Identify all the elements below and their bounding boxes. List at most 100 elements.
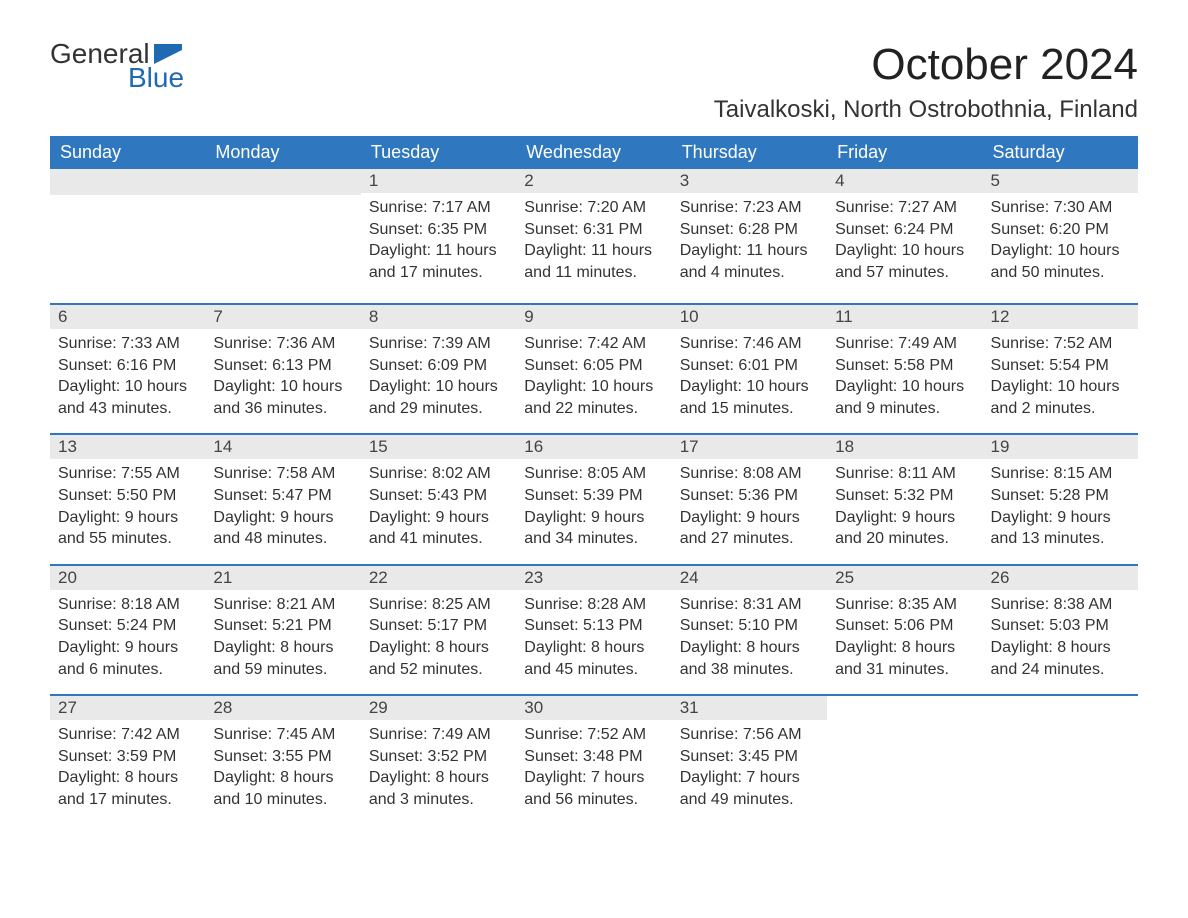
day-number: 26 [983, 566, 1138, 590]
sunrise-text: Sunrise: 8:25 AM [369, 594, 508, 616]
sunrise-text: Sunrise: 7:45 AM [213, 724, 352, 746]
day-number: 31 [672, 696, 827, 720]
sunset-text: Sunset: 5:47 PM [213, 485, 352, 507]
day-cell: 9Sunrise: 7:42 AMSunset: 6:05 PMDaylight… [516, 305, 671, 433]
day-number: 10 [672, 305, 827, 329]
sunrise-text: Sunrise: 8:02 AM [369, 463, 508, 485]
day-number: 16 [516, 435, 671, 459]
day-content: Sunrise: 7:46 AMSunset: 6:01 PMDaylight:… [672, 329, 827, 433]
month-title: October 2024 [714, 40, 1138, 90]
daylight-text: Daylight: 10 hours and 2 minutes. [991, 376, 1130, 419]
sunset-text: Sunset: 5:28 PM [991, 485, 1130, 507]
sunrise-text: Sunrise: 7:30 AM [991, 197, 1130, 219]
day-cell: 5Sunrise: 7:30 AMSunset: 6:20 PMDaylight… [983, 169, 1138, 303]
day-number: 29 [361, 696, 516, 720]
daylight-text: Daylight: 8 hours and 38 minutes. [680, 637, 819, 680]
day-cell: 6Sunrise: 7:33 AMSunset: 6:16 PMDaylight… [50, 305, 205, 433]
sunset-text: Sunset: 5:03 PM [991, 615, 1130, 637]
sunset-text: Sunset: 3:48 PM [524, 746, 663, 768]
day-cell: 23Sunrise: 8:28 AMSunset: 5:13 PMDayligh… [516, 566, 671, 694]
sunset-text: Sunset: 3:52 PM [369, 746, 508, 768]
sunrise-text: Sunrise: 7:27 AM [835, 197, 974, 219]
day-number: 25 [827, 566, 982, 590]
week-row: 1Sunrise: 7:17 AMSunset: 6:35 PMDaylight… [50, 169, 1138, 303]
week-row: 13Sunrise: 7:55 AMSunset: 5:50 PMDayligh… [50, 433, 1138, 563]
day-cell: 24Sunrise: 8:31 AMSunset: 5:10 PMDayligh… [672, 566, 827, 694]
sunset-text: Sunset: 5:39 PM [524, 485, 663, 507]
daylight-text: Daylight: 8 hours and 45 minutes. [524, 637, 663, 680]
day-content: Sunrise: 7:30 AMSunset: 6:20 PMDaylight:… [983, 193, 1138, 297]
day-content: Sunrise: 7:33 AMSunset: 6:16 PMDaylight:… [50, 329, 205, 433]
day-content: Sunrise: 7:42 AMSunset: 6:05 PMDaylight:… [516, 329, 671, 433]
day-content: Sunrise: 7:36 AMSunset: 6:13 PMDaylight:… [205, 329, 360, 433]
day-number: 8 [361, 305, 516, 329]
day-content: Sunrise: 7:49 AMSunset: 3:52 PMDaylight:… [361, 720, 516, 824]
daylight-text: Daylight: 9 hours and 20 minutes. [835, 507, 974, 550]
sunrise-text: Sunrise: 8:05 AM [524, 463, 663, 485]
day-number: 5 [983, 169, 1138, 193]
sunrise-text: Sunrise: 8:11 AM [835, 463, 974, 485]
logo-blue-text: Blue [128, 64, 184, 92]
sunset-text: Sunset: 5:43 PM [369, 485, 508, 507]
day-number: 13 [50, 435, 205, 459]
day-number: 9 [516, 305, 671, 329]
sunset-text: Sunset: 3:45 PM [680, 746, 819, 768]
sunrise-text: Sunrise: 8:38 AM [991, 594, 1130, 616]
day-content: Sunrise: 8:25 AMSunset: 5:17 PMDaylight:… [361, 590, 516, 694]
day-cell: 8Sunrise: 7:39 AMSunset: 6:09 PMDaylight… [361, 305, 516, 433]
day-number: 21 [205, 566, 360, 590]
day-cell: 29Sunrise: 7:49 AMSunset: 3:52 PMDayligh… [361, 696, 516, 830]
day-number: 7 [205, 305, 360, 329]
day-number: 3 [672, 169, 827, 193]
daylight-text: Daylight: 10 hours and 9 minutes. [835, 376, 974, 419]
weekday-header: Monday [205, 136, 360, 169]
sunrise-text: Sunrise: 7:20 AM [524, 197, 663, 219]
day-content [983, 722, 1138, 830]
sunset-text: Sunset: 5:21 PM [213, 615, 352, 637]
day-cell: 21Sunrise: 8:21 AMSunset: 5:21 PMDayligh… [205, 566, 360, 694]
day-cell [983, 696, 1138, 830]
day-content: Sunrise: 7:45 AMSunset: 3:55 PMDaylight:… [205, 720, 360, 824]
sunset-text: Sunset: 5:36 PM [680, 485, 819, 507]
daylight-text: Daylight: 8 hours and 24 minutes. [991, 637, 1130, 680]
day-cell [827, 696, 982, 830]
weekday-header: Saturday [983, 136, 1138, 169]
sunset-text: Sunset: 5:32 PM [835, 485, 974, 507]
day-number: 6 [50, 305, 205, 329]
daylight-text: Daylight: 10 hours and 22 minutes. [524, 376, 663, 419]
day-content: Sunrise: 7:55 AMSunset: 5:50 PMDaylight:… [50, 459, 205, 563]
sunrise-text: Sunrise: 7:42 AM [58, 724, 197, 746]
day-content [205, 195, 360, 303]
sunset-text: Sunset: 6:13 PM [213, 355, 352, 377]
day-content: Sunrise: 7:23 AMSunset: 6:28 PMDaylight:… [672, 193, 827, 297]
weekday-header: Wednesday [516, 136, 671, 169]
day-cell: 19Sunrise: 8:15 AMSunset: 5:28 PMDayligh… [983, 435, 1138, 563]
sunset-text: Sunset: 5:50 PM [58, 485, 197, 507]
sunrise-text: Sunrise: 8:08 AM [680, 463, 819, 485]
sunset-text: Sunset: 6:35 PM [369, 219, 508, 241]
day-number: 15 [361, 435, 516, 459]
day-cell: 14Sunrise: 7:58 AMSunset: 5:47 PMDayligh… [205, 435, 360, 563]
day-content: Sunrise: 8:11 AMSunset: 5:32 PMDaylight:… [827, 459, 982, 563]
sunrise-text: Sunrise: 7:52 AM [524, 724, 663, 746]
sunset-text: Sunset: 3:59 PM [58, 746, 197, 768]
sunrise-text: Sunrise: 8:28 AM [524, 594, 663, 616]
sunrise-text: Sunrise: 7:33 AM [58, 333, 197, 355]
sunset-text: Sunset: 6:24 PM [835, 219, 974, 241]
sunrise-text: Sunrise: 7:17 AM [369, 197, 508, 219]
sunrise-text: Sunrise: 7:42 AM [524, 333, 663, 355]
daylight-text: Daylight: 8 hours and 10 minutes. [213, 767, 352, 810]
sunset-text: Sunset: 3:55 PM [213, 746, 352, 768]
day-content: Sunrise: 8:05 AMSunset: 5:39 PMDaylight:… [516, 459, 671, 563]
sunset-text: Sunset: 5:10 PM [680, 615, 819, 637]
day-cell: 26 Sunrise: 8:38 AMSunset: 5:03 PMDayligh… [983, 566, 1138, 694]
day-cell: 18Sunrise: 8:11 AMSunset: 5:32 PMDayligh… [827, 435, 982, 563]
day-content: Sunrise: 7:39 AMSunset: 6:09 PMDaylight:… [361, 329, 516, 433]
week-row: 20Sunrise: 8:18 AMSunset: 5:24 PMDayligh… [50, 564, 1138, 694]
day-cell: 12Sunrise: 7:52 AMSunset: 5:54 PMDayligh… [983, 305, 1138, 433]
day-number: 12 [983, 305, 1138, 329]
calendar-page: General Blue October 2024 Taivalkoski, N… [0, 0, 1188, 860]
sunset-text: Sunset: 6:16 PM [58, 355, 197, 377]
sunset-text: Sunset: 6:28 PM [680, 219, 819, 241]
day-content: Sunrise: 7:52 AMSunset: 3:48 PMDaylight:… [516, 720, 671, 824]
